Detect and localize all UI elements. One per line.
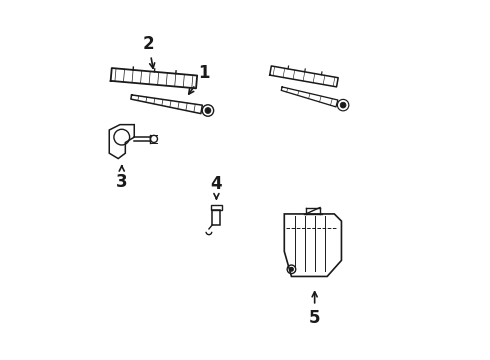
Text: 4: 4 [211, 175, 222, 199]
Bar [213, 210, 220, 225]
Circle shape [341, 103, 345, 107]
Circle shape [290, 267, 293, 271]
Text: 3: 3 [116, 166, 127, 191]
Text: 2: 2 [143, 35, 155, 68]
Circle shape [206, 108, 210, 113]
Text: 5: 5 [309, 292, 320, 327]
Bar [211, 205, 222, 210]
Text: 1: 1 [189, 64, 210, 94]
